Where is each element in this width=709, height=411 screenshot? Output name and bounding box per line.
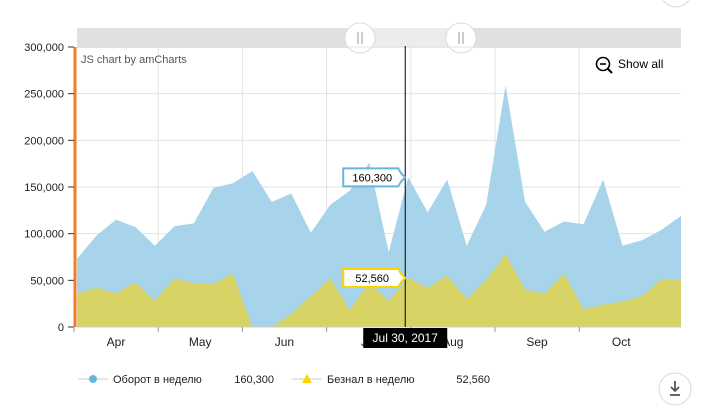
cursor-date-label: Jul 30, 2017 [373,331,439,345]
export-button[interactable] [658,372,692,406]
balloon-value-2: 52,560 [355,273,389,285]
y-tick-label: 200,000 [24,135,64,147]
scrollbar-selection[interactable] [360,28,461,48]
x-tick-label: May [189,335,212,349]
y-tick-label: 150,000 [24,182,64,194]
scrollbar[interactable] [77,22,681,54]
balloon-1 [342,167,407,188]
legend-value: 52,560 [456,374,490,386]
cursor-date-box [363,328,448,348]
chart-cursor: Jul 30, 2017 160,300 52,560 [342,46,448,348]
legend: Оборот в неделю 160,300 Безнал в неделю 52,… [78,374,490,386]
balloon-2 [342,267,407,288]
y-tick-label: 250,000 [24,89,64,101]
show-all-button[interactable]: Show all [595,56,664,74]
legend-value: 160,300 [234,374,274,386]
x-tick-label: Oct [612,335,631,349]
y-tick-label: 300,000 [24,42,64,54]
menu-button[interactable] [661,0,691,8]
legend-item-1[interactable]: Оборот в неделю 160,300 [78,374,274,386]
series-areas [77,85,681,327]
legend-label: Оборот в неделю [113,374,202,386]
x-tick-label: Sep [526,335,548,349]
legend-label: Безнал в неделю [327,374,415,386]
scrollbar-left-grip[interactable] [344,22,376,54]
legend-circle-marker [89,375,97,383]
legend-triangle-marker [302,374,312,383]
y-tick-label: 50,000 [30,275,64,287]
download-icon [670,381,680,396]
scrollbar-right-grip[interactable] [445,22,477,54]
x-tick-label: Jun [275,335,294,349]
y-axis: 0 50,000 100,000 150,000 200,000 250,000 300,0… [24,42,77,334]
y-tick-label: 100,000 [24,229,64,241]
chart-credit[interactable]: JS chart by amCharts [81,54,187,66]
x-tick-label: Aug [442,335,463,349]
balloon-value-1: 160,300 [352,172,392,184]
series-area-1 [77,85,681,327]
legend-item-2[interactable]: Безнал в неделю 52,560 [292,374,490,386]
y-tick-label: 0 [58,322,64,334]
show-all-label: Show all [618,57,663,71]
magnifier-minus-icon [595,56,613,74]
x-tick-label: Apr [107,335,126,349]
series-area-2 [77,254,681,327]
